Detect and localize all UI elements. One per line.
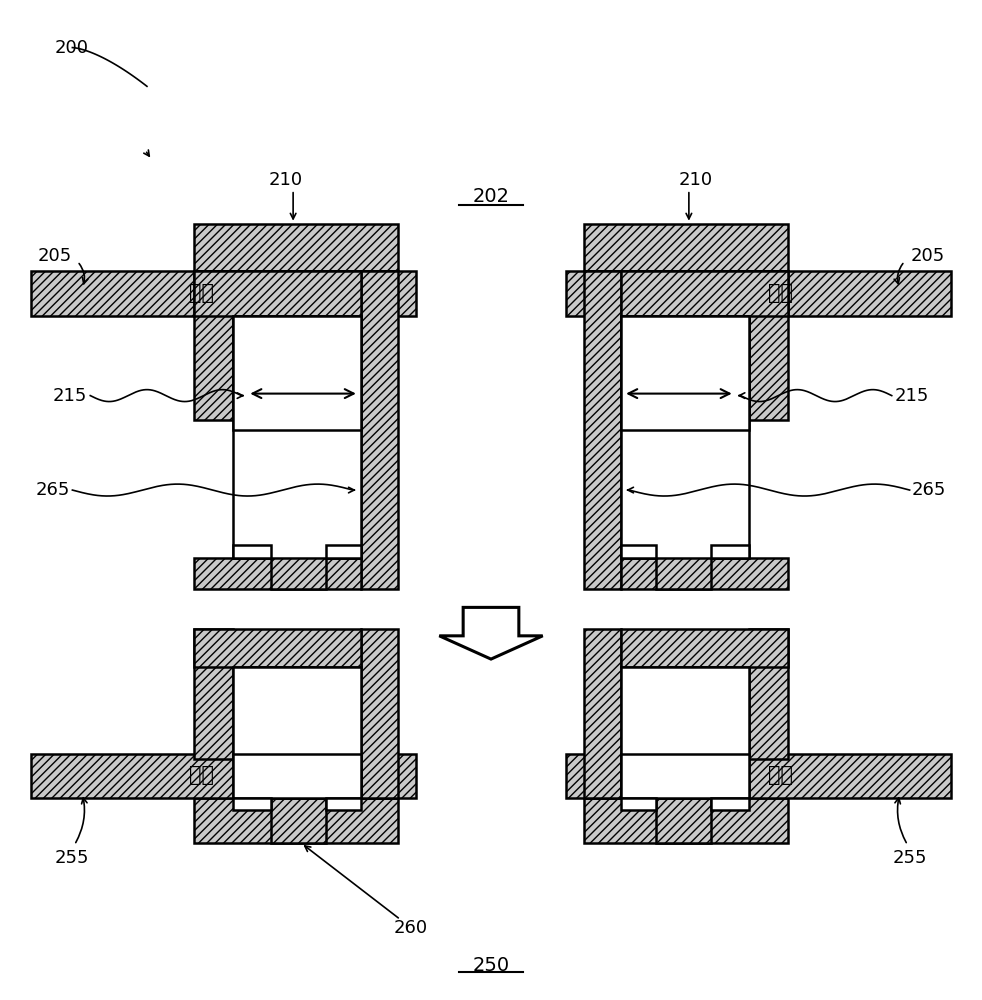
Polygon shape (656, 545, 711, 589)
Polygon shape (360, 629, 398, 798)
Polygon shape (193, 629, 234, 759)
Polygon shape (711, 545, 748, 558)
Polygon shape (193, 224, 398, 271)
Polygon shape (566, 754, 952, 798)
Polygon shape (234, 798, 271, 810)
Text: 265: 265 (911, 481, 946, 499)
Polygon shape (622, 558, 789, 589)
Text: 260: 260 (394, 919, 427, 937)
Text: 255: 255 (893, 849, 928, 867)
Polygon shape (30, 754, 416, 798)
Polygon shape (584, 798, 789, 843)
Polygon shape (622, 798, 656, 810)
Text: 215: 215 (895, 387, 929, 405)
Polygon shape (622, 754, 748, 798)
Polygon shape (234, 545, 271, 558)
Text: 210: 210 (269, 171, 303, 189)
Polygon shape (622, 316, 748, 558)
Polygon shape (622, 667, 748, 798)
Polygon shape (669, 667, 733, 754)
Polygon shape (30, 271, 416, 316)
Text: 265: 265 (36, 481, 71, 499)
Text: 织物: 织物 (190, 283, 214, 303)
Polygon shape (439, 607, 543, 659)
Text: 织物: 织物 (768, 765, 792, 785)
Polygon shape (584, 224, 789, 271)
Polygon shape (622, 545, 656, 558)
Polygon shape (584, 629, 622, 798)
Text: 250: 250 (472, 956, 510, 975)
Polygon shape (326, 545, 360, 558)
Polygon shape (249, 667, 313, 754)
Text: 210: 210 (679, 171, 713, 189)
Text: 202: 202 (472, 187, 510, 206)
Polygon shape (566, 271, 952, 316)
Text: 215: 215 (53, 387, 87, 405)
Polygon shape (234, 316, 360, 558)
Polygon shape (360, 271, 398, 589)
Polygon shape (326, 798, 360, 810)
Polygon shape (234, 667, 360, 798)
Polygon shape (622, 629, 789, 667)
Text: 205: 205 (910, 247, 945, 265)
Text: 255: 255 (54, 849, 89, 867)
Polygon shape (193, 271, 360, 316)
Text: 205: 205 (37, 247, 72, 265)
Polygon shape (249, 430, 313, 558)
Polygon shape (748, 629, 789, 759)
Polygon shape (234, 754, 360, 798)
Polygon shape (669, 430, 733, 558)
Polygon shape (711, 798, 748, 810)
Polygon shape (656, 798, 711, 843)
Polygon shape (271, 545, 326, 589)
Polygon shape (234, 316, 360, 430)
Polygon shape (622, 316, 748, 430)
Text: 织物: 织物 (190, 765, 214, 785)
Text: 织物: 织物 (768, 283, 792, 303)
Polygon shape (271, 798, 326, 843)
Text: 200: 200 (54, 39, 88, 57)
Polygon shape (193, 629, 360, 667)
Polygon shape (193, 798, 398, 843)
Polygon shape (748, 271, 789, 420)
Polygon shape (193, 558, 360, 589)
Polygon shape (622, 271, 789, 316)
Polygon shape (193, 271, 234, 420)
Polygon shape (584, 271, 622, 589)
